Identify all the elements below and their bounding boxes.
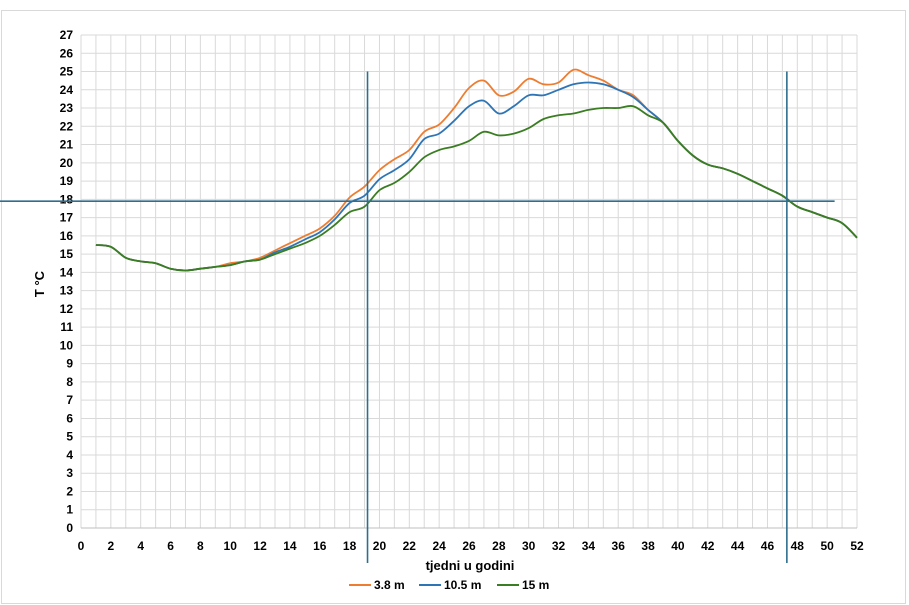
x-tick-label: 44 bbox=[731, 539, 745, 553]
y-axis-ticks: 0123456789101112131415161718192021222324… bbox=[60, 28, 74, 535]
x-tick-label: 52 bbox=[850, 539, 864, 553]
x-tick-label: 36 bbox=[612, 539, 626, 553]
x-tick-label: 16 bbox=[313, 539, 327, 553]
legend-label: 15 m bbox=[522, 578, 549, 592]
y-tick-label: 11 bbox=[60, 320, 73, 334]
x-axis-ticks: 0 2 4 6 8 10 12 14 16 18 20 22 24 26 28 30 32 34 36 38 40 42 4… bbox=[78, 539, 864, 553]
y-tick-label: 12 bbox=[60, 302, 74, 316]
x-axis-title: tjedni u godini bbox=[426, 558, 515, 573]
y-tick-label: 7 bbox=[66, 393, 73, 407]
chart-frame bbox=[1, 10, 906, 604]
x-tick-label: 10 bbox=[224, 539, 238, 553]
x-tick-label: 50 bbox=[820, 539, 834, 553]
y-tick-label: 1 bbox=[66, 503, 73, 517]
x-tick-label: 24 bbox=[432, 539, 446, 553]
series-lines bbox=[95, 68, 858, 272]
reference-lines bbox=[0, 71, 835, 563]
x-tick-label: 0 bbox=[78, 539, 85, 553]
x-tick-label: 22 bbox=[403, 539, 417, 553]
x-tick-label: 18 bbox=[343, 539, 357, 553]
y-tick-label: 21 bbox=[60, 138, 74, 152]
y-tick-label: 10 bbox=[60, 338, 74, 352]
x-tick-label: 28 bbox=[492, 539, 506, 553]
x-tick-label: 34 bbox=[582, 539, 596, 553]
series-line-3 bbox=[95, 105, 858, 272]
y-axis-title: T °C bbox=[32, 270, 47, 297]
y-tick-label: 16 bbox=[60, 229, 74, 243]
y-tick-label: 22 bbox=[60, 119, 74, 133]
y-tick-label: 24 bbox=[60, 83, 74, 97]
y-tick-label: 17 bbox=[60, 211, 74, 225]
y-tick-label: 18 bbox=[60, 192, 74, 206]
x-tick-label: 12 bbox=[253, 539, 267, 553]
y-tick-label: 20 bbox=[60, 156, 74, 170]
y-tick-label: 6 bbox=[66, 411, 73, 425]
x-tick-label: 2 bbox=[108, 539, 115, 553]
legend: 3.8 m 10.5 m 15 m bbox=[349, 578, 549, 592]
grid bbox=[80, 34, 858, 529]
x-tick-label: 14 bbox=[283, 539, 297, 553]
x-tick-label: 38 bbox=[641, 539, 655, 553]
series-line-1 bbox=[95, 68, 858, 272]
x-tick-label: 40 bbox=[671, 539, 685, 553]
x-tick-label: 48 bbox=[791, 539, 805, 553]
y-tick-label: 4 bbox=[66, 448, 73, 462]
y-tick-label: 13 bbox=[60, 284, 74, 298]
x-tick-label: 20 bbox=[373, 539, 387, 553]
legend-label: 10.5 m bbox=[444, 578, 481, 592]
y-tick-label: 27 bbox=[60, 28, 74, 42]
y-tick-label: 9 bbox=[66, 357, 73, 371]
y-tick-label: 23 bbox=[60, 101, 74, 115]
y-tick-label: 26 bbox=[60, 46, 74, 60]
y-tick-label: 3 bbox=[66, 466, 73, 480]
y-tick-label: 0 bbox=[66, 521, 73, 535]
x-tick-label: 30 bbox=[522, 539, 536, 553]
x-tick-label: 32 bbox=[552, 539, 566, 553]
x-tick-label: 26 bbox=[462, 539, 476, 553]
y-tick-label: 14 bbox=[60, 265, 74, 279]
x-tick-label: 8 bbox=[197, 539, 204, 553]
y-tick-label: 2 bbox=[66, 484, 73, 498]
x-tick-label: 46 bbox=[761, 539, 775, 553]
x-tick-label: 4 bbox=[137, 539, 144, 553]
legend-label: 3.8 m bbox=[374, 578, 405, 592]
y-tick-label: 25 bbox=[60, 65, 74, 79]
y-tick-label: 19 bbox=[60, 174, 74, 188]
x-tick-label: 42 bbox=[701, 539, 715, 553]
x-tick-label: 6 bbox=[167, 539, 174, 553]
y-tick-label: 5 bbox=[66, 430, 73, 444]
y-tick-label: 15 bbox=[60, 247, 74, 261]
y-tick-label: 8 bbox=[66, 375, 73, 389]
